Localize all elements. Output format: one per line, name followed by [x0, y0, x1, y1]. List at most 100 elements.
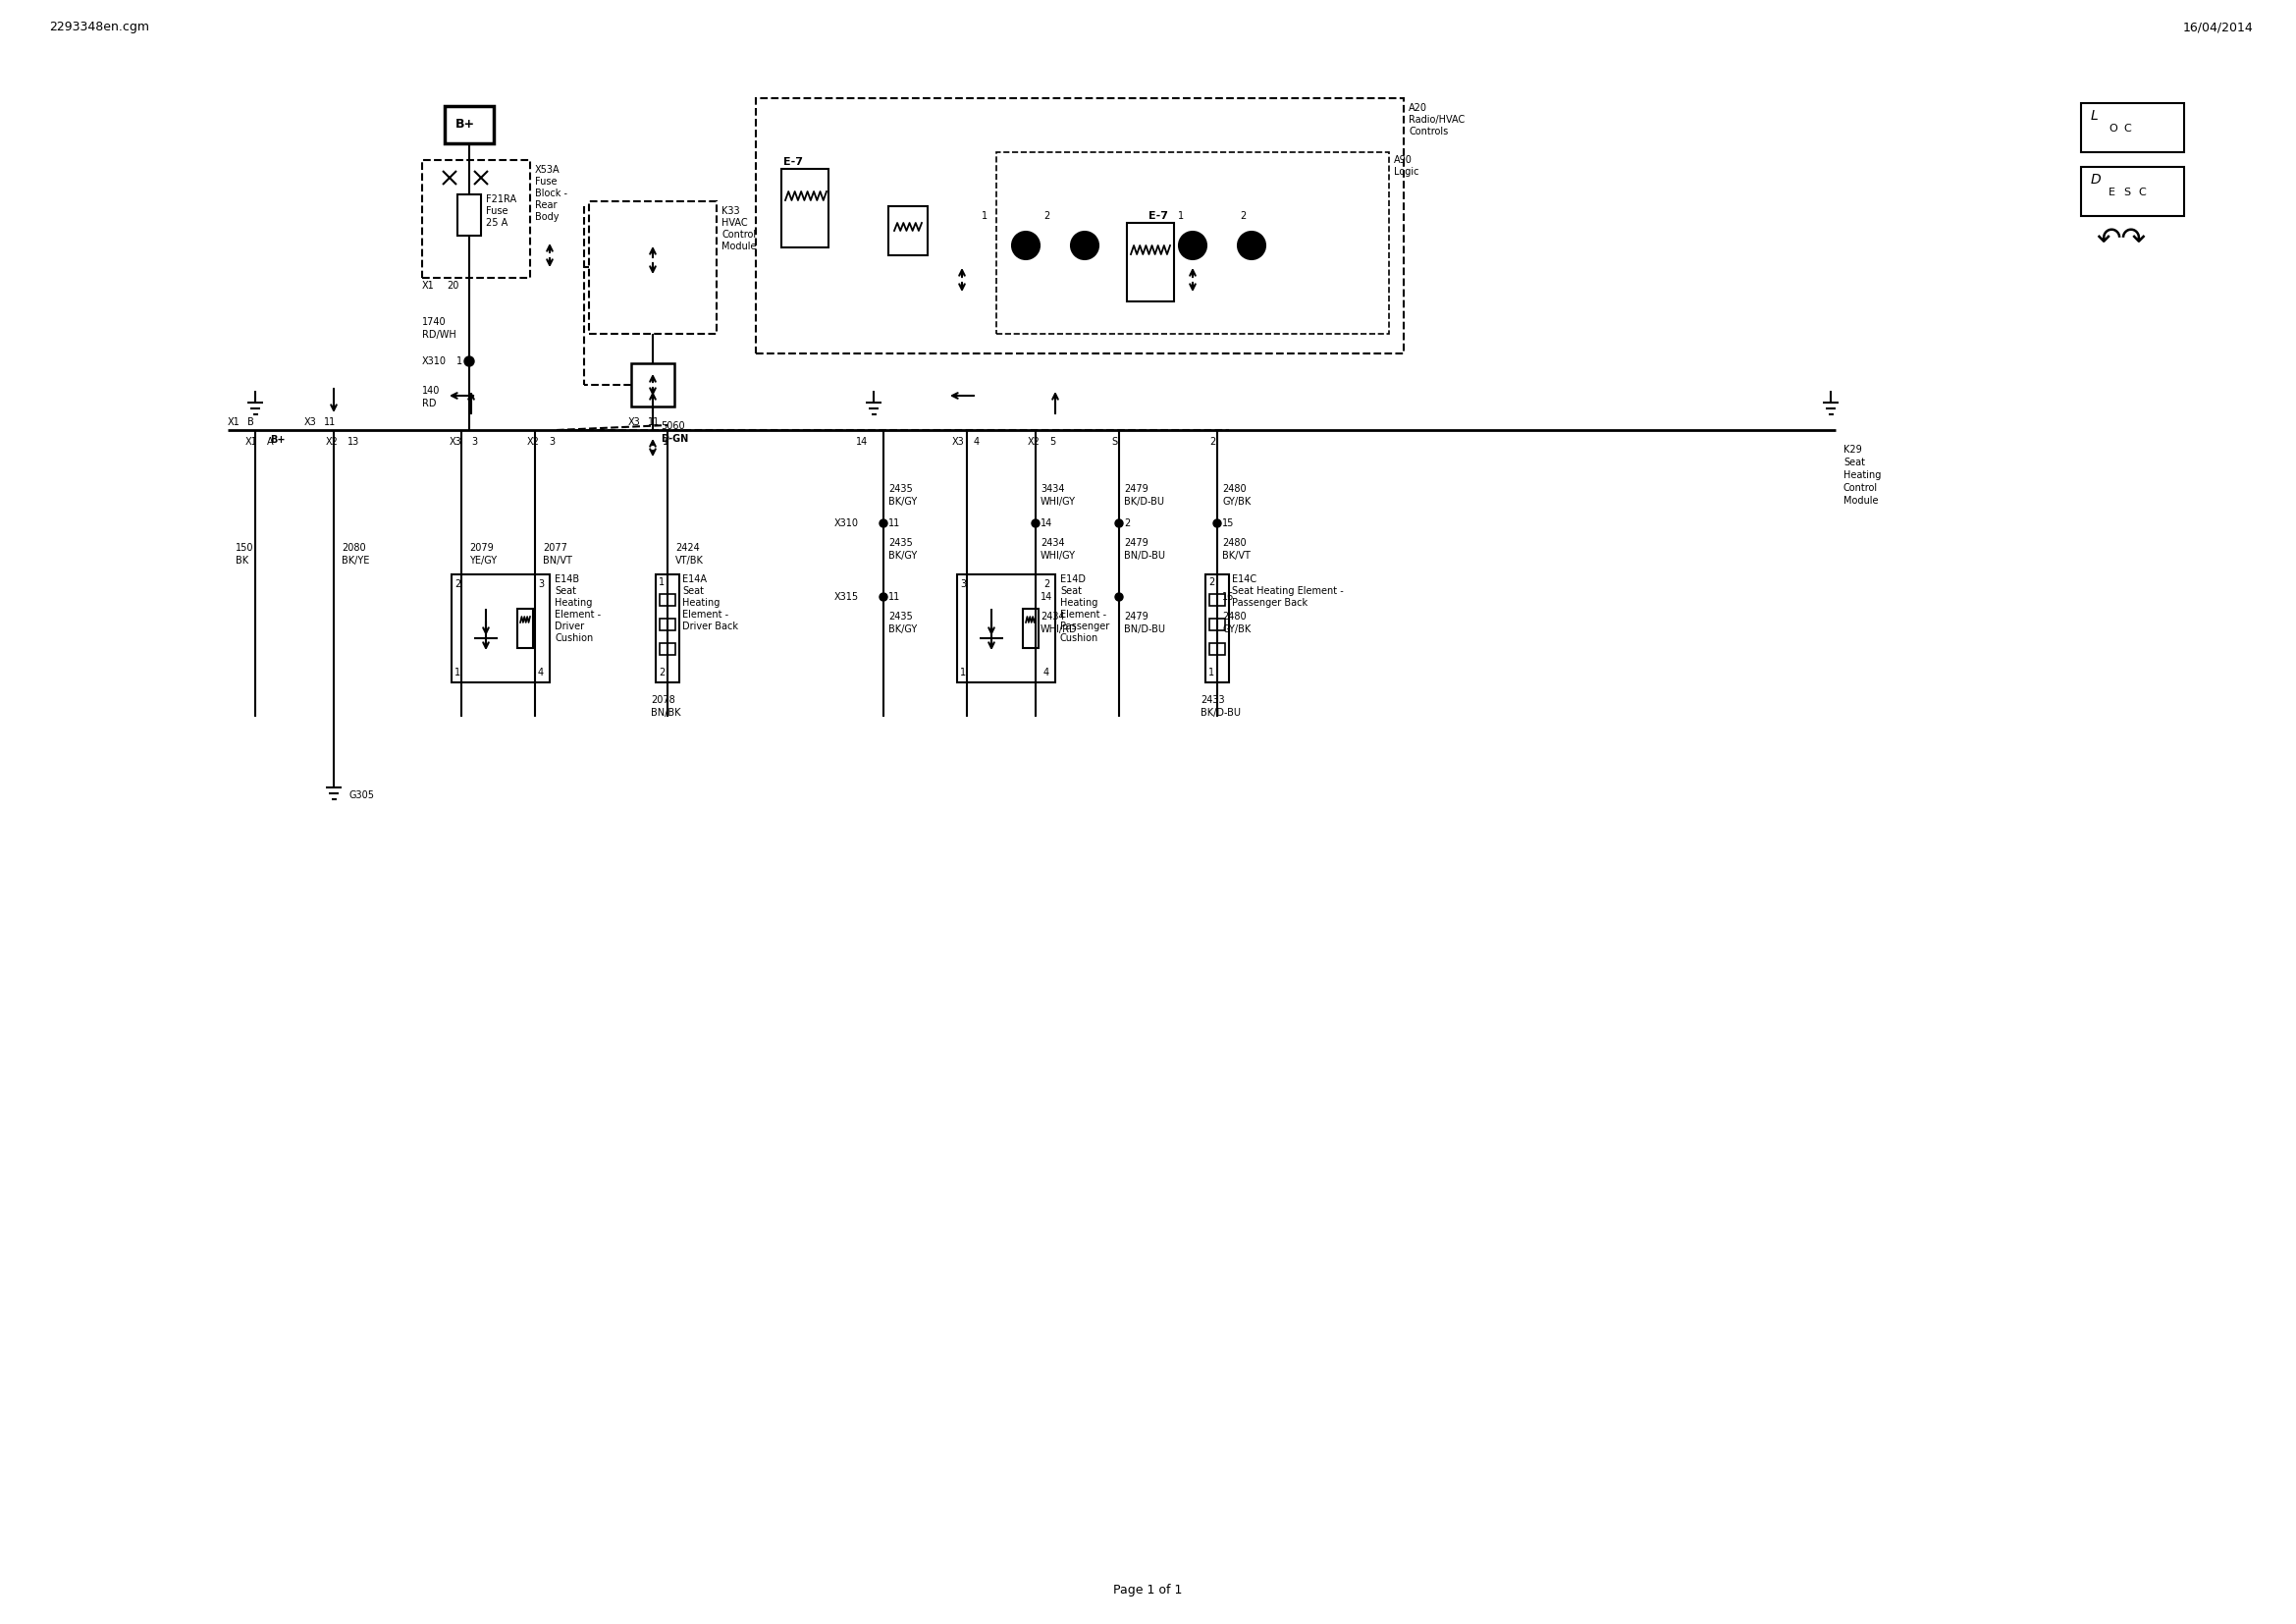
Text: 2433: 2433: [1201, 695, 1224, 705]
Text: 3: 3: [549, 437, 556, 447]
Text: X3: X3: [953, 437, 964, 447]
Text: D-GN: D-GN: [661, 434, 689, 443]
Text: Seat Heating Element -: Seat Heating Element -: [1233, 586, 1343, 596]
Text: 2434: 2434: [1040, 612, 1065, 622]
Text: 2: 2: [1210, 437, 1215, 447]
Text: G305: G305: [349, 791, 374, 801]
Circle shape: [1070, 232, 1097, 260]
Text: K33: K33: [721, 206, 739, 216]
Text: BK/GY: BK/GY: [889, 497, 916, 507]
Text: 13: 13: [347, 437, 360, 447]
Bar: [781, 169, 829, 247]
Text: Element -: Element -: [682, 609, 728, 619]
Text: GY/BK: GY/BK: [1221, 497, 1251, 507]
Circle shape: [1116, 520, 1123, 528]
Text: BN/D-BU: BN/D-BU: [1125, 551, 1164, 560]
Text: Seat: Seat: [1844, 458, 1864, 468]
Text: X1: X1: [246, 437, 257, 447]
Text: WHI/GY: WHI/GY: [1040, 497, 1077, 507]
Text: BK/GY: BK/GY: [889, 551, 916, 560]
Text: BK/YE: BK/YE: [342, 555, 370, 565]
Text: C: C: [2124, 123, 2131, 133]
Text: 3434: 3434: [1040, 484, 1065, 494]
Bar: [2080, 102, 2183, 153]
Text: Heating: Heating: [556, 598, 592, 607]
Text: 1: 1: [455, 667, 461, 677]
Text: Rear: Rear: [535, 200, 558, 209]
Bar: [452, 575, 549, 682]
Circle shape: [1212, 593, 1221, 601]
Text: D: D: [2092, 172, 2101, 187]
Text: 140: 140: [422, 387, 441, 396]
Bar: [445, 106, 494, 143]
Bar: [755, 97, 1403, 354]
Text: S: S: [1111, 437, 1118, 447]
Text: Heating: Heating: [1844, 471, 1880, 481]
Text: RD: RD: [422, 398, 436, 409]
Text: E-7: E-7: [783, 158, 804, 167]
Text: B+: B+: [455, 119, 475, 132]
Bar: [1210, 594, 1226, 606]
Text: X2: X2: [1029, 437, 1040, 447]
Bar: [657, 575, 680, 682]
Circle shape: [1238, 232, 1265, 260]
Text: Seat: Seat: [556, 586, 576, 596]
Text: A: A: [266, 437, 273, 447]
Text: Cushion: Cushion: [1061, 633, 1100, 643]
Text: 1740: 1740: [422, 317, 445, 326]
Text: RD/WH: RD/WH: [422, 330, 457, 339]
Text: Module: Module: [1844, 495, 1878, 505]
Text: Seat: Seat: [1061, 586, 1081, 596]
Text: 3: 3: [960, 580, 967, 590]
Text: Logic: Logic: [1394, 167, 1419, 177]
Text: X315: X315: [833, 593, 859, 603]
Bar: [659, 643, 675, 654]
Text: B: B: [248, 417, 255, 427]
Text: BK/GY: BK/GY: [889, 625, 916, 635]
Text: Block -: Block -: [535, 188, 567, 198]
Text: 2480: 2480: [1221, 484, 1247, 494]
Text: Control: Control: [1844, 482, 1878, 494]
Text: 2080: 2080: [342, 542, 365, 552]
Text: 2078: 2078: [650, 695, 675, 705]
Text: X53A: X53A: [535, 166, 560, 175]
Circle shape: [1031, 520, 1040, 528]
Text: X3: X3: [305, 417, 317, 427]
Text: BN/BK: BN/BK: [650, 708, 680, 718]
Text: 1: 1: [659, 578, 664, 588]
Text: ↶↷: ↶↷: [2096, 226, 2147, 255]
Text: Driver: Driver: [556, 622, 583, 632]
Text: 1: 1: [664, 437, 668, 447]
Text: B+: B+: [271, 435, 285, 445]
Text: 2: 2: [1240, 211, 1247, 221]
Text: WHI/RD: WHI/RD: [1040, 625, 1077, 635]
Text: X310: X310: [422, 356, 448, 367]
Circle shape: [879, 593, 886, 601]
Text: 5: 5: [1049, 437, 1056, 447]
Text: 2: 2: [1042, 211, 1049, 221]
Text: Heating: Heating: [682, 598, 721, 607]
Text: Radio/HVAC: Radio/HVAC: [1410, 115, 1465, 125]
Bar: [1022, 609, 1038, 648]
Text: Controls: Controls: [1410, 127, 1449, 136]
Text: 2: 2: [659, 667, 666, 677]
Text: Driver Back: Driver Back: [682, 622, 739, 632]
Circle shape: [1178, 232, 1205, 260]
Text: Cushion: Cushion: [556, 633, 592, 643]
Bar: [422, 161, 530, 278]
Text: 2079: 2079: [468, 542, 494, 552]
Text: 4: 4: [537, 667, 544, 677]
Text: Control: Control: [721, 229, 755, 240]
Text: BN/D-BU: BN/D-BU: [1125, 625, 1164, 635]
Text: F21RA: F21RA: [487, 195, 517, 205]
Circle shape: [464, 356, 473, 367]
Bar: [1210, 619, 1226, 630]
Text: 2480: 2480: [1221, 612, 1247, 622]
Text: GY/BK: GY/BK: [1221, 625, 1251, 635]
Text: YE/GY: YE/GY: [468, 555, 496, 565]
Bar: [1205, 575, 1228, 682]
Text: 11: 11: [647, 417, 659, 427]
Text: 2479: 2479: [1125, 612, 1148, 622]
Bar: [517, 609, 533, 648]
Text: 11: 11: [324, 417, 335, 427]
